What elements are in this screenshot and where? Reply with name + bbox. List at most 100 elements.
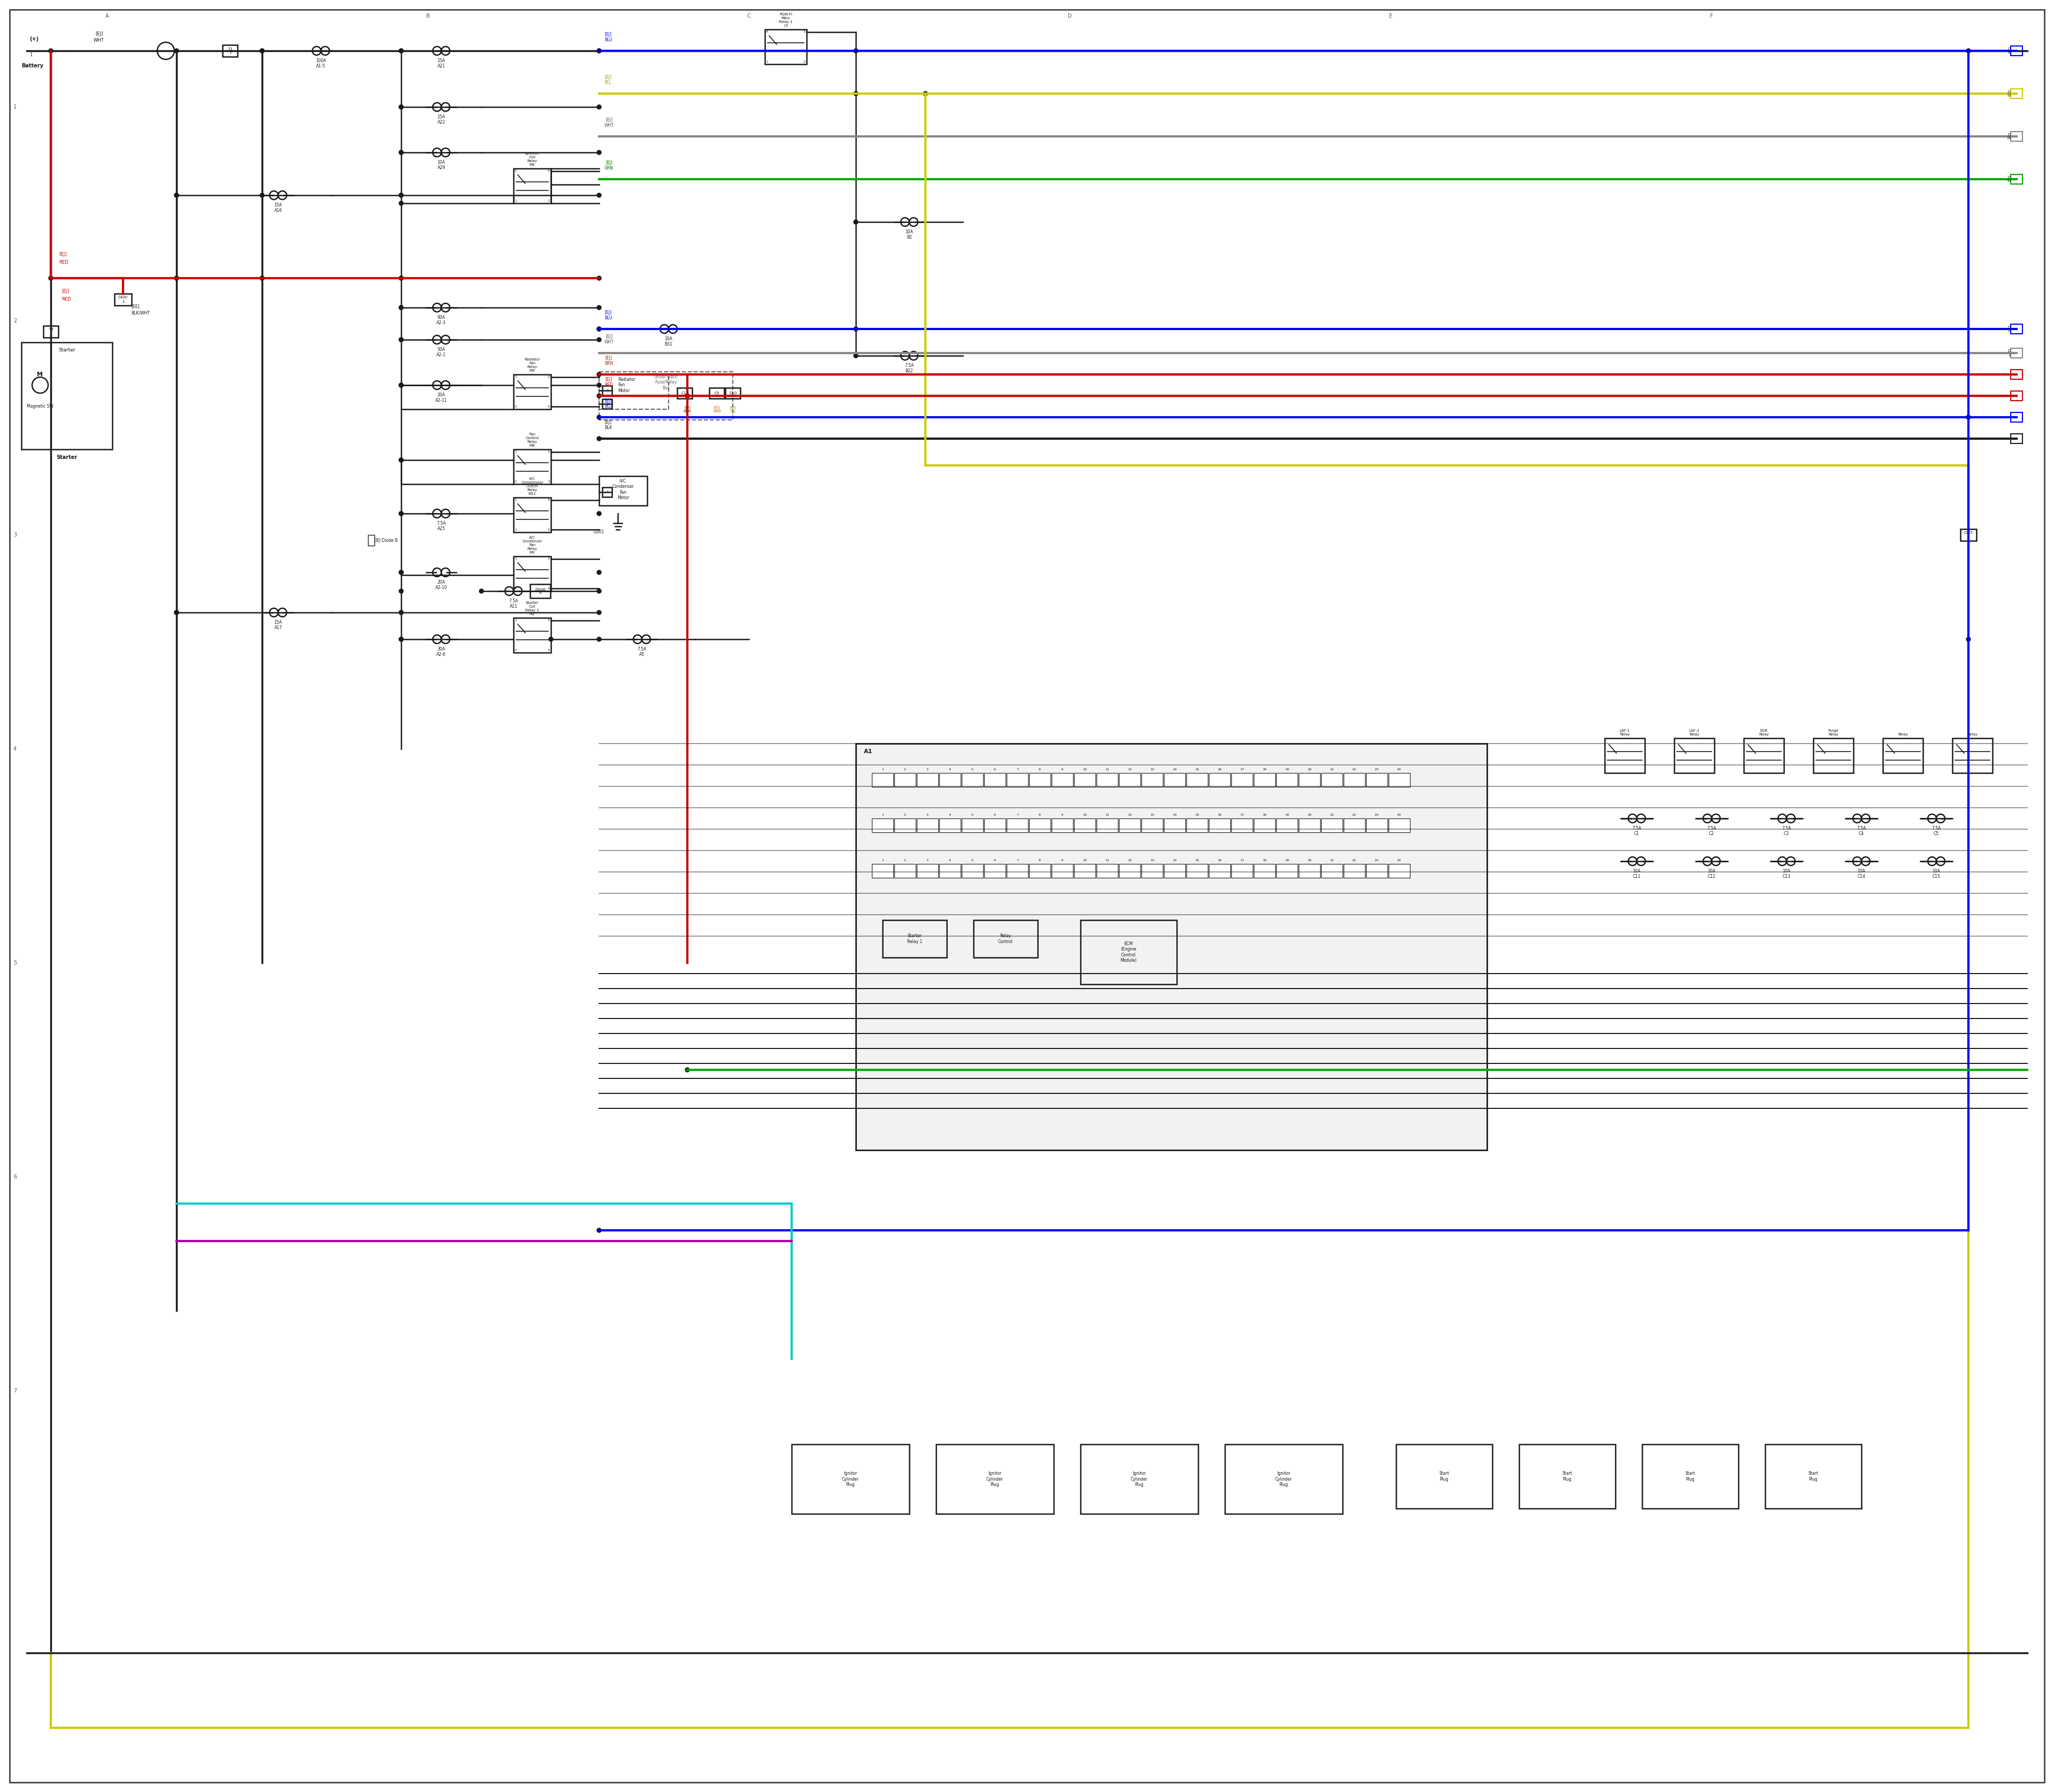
Bar [961,819,984,831]
Bar [2011,324,2023,333]
Text: 8: 8 [1039,769,1041,771]
Text: 4: 4 [949,769,951,771]
Text: 7: 7 [1017,814,1019,817]
Bar [984,819,1006,831]
Circle shape [598,611,602,615]
Bar [1119,772,1140,787]
Text: 4: 4 [548,405,550,409]
Text: [EJ]
BRN: [EJ] BRN [684,405,692,412]
Text: 15A
A16: 15A A16 [273,202,281,213]
Bar [1165,864,1185,878]
Bar [1006,819,1029,831]
Text: 12: 12 [1128,769,1132,771]
Circle shape [261,194,265,197]
Text: C400
1: C400 1 [119,296,127,303]
Text: 1: 1 [606,491,608,495]
Text: E: E [1389,13,1393,18]
Text: PGM-FI
Main
Relay 1
L5: PGM-FI Main Relay 1 L5 [778,13,793,27]
Bar [1764,1444,1861,1509]
Text: 7: 7 [1017,769,1019,771]
Text: 2: 2 [548,529,550,530]
Bar [1080,1444,1197,1514]
Text: 16: 16 [1218,814,1222,817]
Text: 3: 3 [12,532,16,538]
Text: 13: 13 [1150,769,1154,771]
Bar [530,584,550,599]
Text: 17: 17 [1241,769,1245,771]
Bar [2011,412,2023,423]
Bar [600,375,670,409]
Text: A/C
Condenser
Fan
Relay
M3: A/C Condenser Fan Relay M3 [522,536,542,554]
Bar [1119,819,1140,831]
Text: [EE]: [EE] [131,305,140,308]
Text: 10: 10 [1082,814,1087,817]
Text: Starter
Relay 1: Starter Relay 1 [908,934,922,944]
Circle shape [598,373,602,376]
Text: 17: 17 [1241,858,1245,862]
Bar [1674,738,1715,772]
Bar [1953,738,1992,772]
Bar [1253,864,1276,878]
Text: 8: 8 [1039,814,1041,817]
Text: 4: 4 [548,588,550,590]
Circle shape [598,590,602,593]
Text: D
19: D 19 [2007,176,2011,183]
Bar [1187,864,1208,878]
Bar [2011,174,2023,185]
Text: 6: 6 [994,858,996,862]
Bar [791,1444,910,1514]
Text: 1: 1 [516,199,518,202]
Bar [1253,772,1276,787]
Text: [EJ]: [EJ] [62,289,70,294]
Text: Diode
A: Diode A [534,588,546,595]
Bar [1321,772,1343,787]
Text: A: A [105,13,109,18]
Text: 21: 21 [1329,858,1333,862]
Circle shape [398,511,403,516]
Circle shape [548,638,553,642]
Bar [709,387,725,398]
Bar [1814,738,1853,772]
Text: T4
1: T4 1 [49,328,53,335]
Text: 15: 15 [1195,858,1200,862]
Text: 1: 1 [29,52,33,57]
Text: 22: 22 [1352,858,1356,862]
Bar [43,326,58,337]
Bar [368,536,374,545]
Bar [1119,864,1140,878]
Text: 2: 2 [548,199,550,202]
Text: Relay: Relay [1968,733,1978,737]
Text: 14: 14 [1173,814,1177,817]
Text: 19: 19 [1286,814,1290,817]
Text: [EJ]
RED: [EJ] RED [604,376,612,387]
Text: C9: C9 [715,392,719,394]
Circle shape [686,1068,690,1072]
Text: 3: 3 [516,170,518,172]
Text: RED: RED [62,297,72,301]
Bar [2011,348,2023,358]
Circle shape [398,305,403,310]
Text: 6: 6 [12,1174,16,1179]
Text: 1: 1 [881,858,883,862]
Text: 1: 1 [516,376,518,378]
Text: 15: 15 [1195,814,1200,817]
Bar [1230,819,1253,831]
Text: D
8: D 8 [2007,47,2011,54]
Text: 10A
C13: 10A C13 [1783,869,1791,880]
Text: 9: 9 [1062,858,1064,862]
Circle shape [398,459,403,462]
Text: 21: 21 [1329,814,1333,817]
Bar [1052,864,1072,878]
Text: 15A
A22: 15A A22 [438,115,446,125]
Circle shape [398,611,403,615]
Bar [2011,90,2023,99]
Circle shape [398,48,403,54]
Text: 7.5A
C2: 7.5A C2 [1707,826,1717,837]
Text: 7.5A
B22: 7.5A B22 [904,364,914,373]
Bar [2011,434,2023,443]
Circle shape [398,201,403,206]
Text: 12: 12 [1128,858,1132,862]
Bar [893,819,916,831]
Bar [1097,772,1117,787]
Circle shape [175,611,179,615]
